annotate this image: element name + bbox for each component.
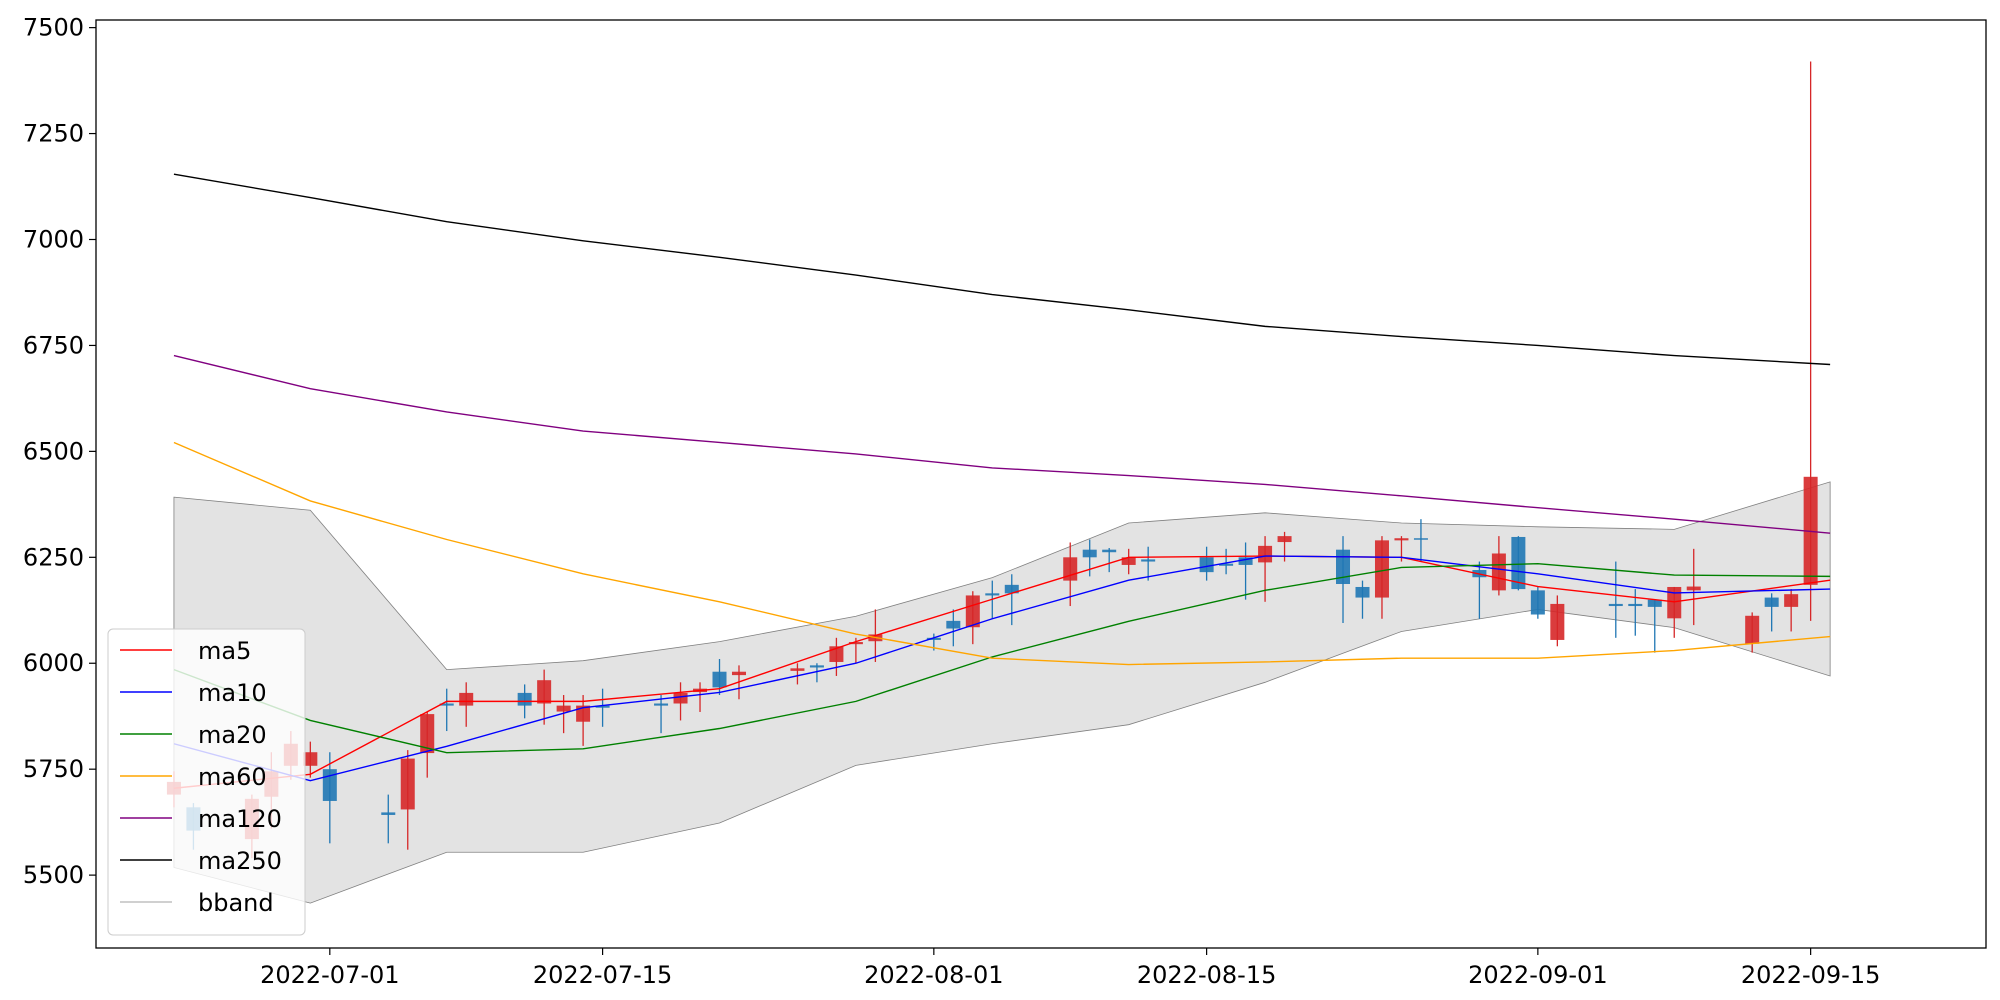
plot-area bbox=[166, 61, 1831, 904]
ma-line bbox=[173, 173, 1831, 366]
candle-body bbox=[1628, 603, 1643, 607]
legend-label: ma20 bbox=[198, 721, 267, 749]
candle-body bbox=[537, 680, 552, 704]
y-tick-label: 6500 bbox=[23, 437, 84, 465]
candle-body bbox=[439, 703, 454, 706]
y-tick-label: 5500 bbox=[23, 861, 84, 889]
candle-body bbox=[1374, 540, 1389, 598]
candle-body bbox=[848, 642, 863, 645]
candle-body bbox=[1082, 549, 1097, 558]
legend-label: bband bbox=[198, 889, 274, 917]
candle-body bbox=[1491, 553, 1506, 591]
candle-body bbox=[517, 692, 532, 706]
y-tick-label: 6250 bbox=[23, 543, 84, 571]
candle-body bbox=[1511, 536, 1526, 590]
candle-body bbox=[1102, 549, 1117, 553]
x-tick-label: 2022-09-01 bbox=[1468, 961, 1607, 989]
candle-body bbox=[1530, 590, 1545, 615]
legend-label: ma10 bbox=[198, 679, 267, 707]
candle-body bbox=[673, 692, 688, 704]
candle-body bbox=[1394, 538, 1409, 541]
ma-line bbox=[173, 555, 1831, 782]
candle-body bbox=[1413, 538, 1428, 540]
legend: ma5 ma10 ma20 ma60 ma120 ma250 bband bbox=[107, 628, 306, 936]
y-tick-label: 7500 bbox=[23, 14, 84, 42]
legend-label: ma60 bbox=[198, 763, 267, 791]
candle-body bbox=[1336, 549, 1351, 585]
candle-body bbox=[654, 703, 669, 706]
y-tick-label: 6750 bbox=[23, 331, 84, 359]
legend-box bbox=[107, 628, 306, 936]
candle-body bbox=[1550, 603, 1565, 640]
legend-label: ma250 bbox=[198, 847, 282, 875]
x-tick-label: 2022-08-15 bbox=[1137, 961, 1276, 989]
bollinger-band bbox=[173, 481, 1831, 904]
candle-body bbox=[1141, 559, 1156, 562]
candle-body bbox=[1784, 594, 1799, 607]
candle-body bbox=[1199, 557, 1214, 573]
candle-body bbox=[790, 668, 805, 671]
candle-body bbox=[1258, 545, 1273, 563]
candle-body bbox=[1686, 586, 1701, 591]
x-tick-label: 2022-07-01 bbox=[260, 961, 399, 989]
ma-line bbox=[173, 555, 1831, 789]
candle-body bbox=[946, 620, 961, 629]
x-tick-label: 2022-08-01 bbox=[864, 961, 1003, 989]
y-tick-label: 7000 bbox=[23, 225, 84, 253]
candle-body bbox=[1764, 597, 1779, 607]
candle-body bbox=[459, 692, 474, 706]
candle-body bbox=[303, 752, 318, 766]
ma-line bbox=[173, 354, 1831, 534]
legend-label: ma5 bbox=[198, 637, 251, 665]
candle-body bbox=[965, 595, 980, 628]
legend-label: ma120 bbox=[198, 805, 282, 833]
y-tick-label: 7250 bbox=[23, 120, 84, 148]
candle-body bbox=[420, 714, 435, 754]
candle-body bbox=[556, 705, 571, 712]
candle-body bbox=[576, 705, 591, 722]
candle-body bbox=[1647, 599, 1662, 607]
y-tick-label: 5750 bbox=[23, 755, 84, 783]
candle-body bbox=[595, 705, 610, 708]
candle-body bbox=[731, 671, 746, 676]
x-tick-label: 2022-07-15 bbox=[533, 961, 672, 989]
candle-body bbox=[1745, 615, 1760, 644]
candle-body bbox=[1121, 557, 1136, 565]
candle-body bbox=[1004, 584, 1019, 594]
candle-body bbox=[400, 758, 415, 810]
candle-body bbox=[1608, 603, 1623, 607]
candle-body bbox=[712, 671, 727, 688]
y-tick-label: 6000 bbox=[23, 649, 84, 677]
candle-body bbox=[985, 593, 1000, 596]
candle-body bbox=[1238, 557, 1253, 565]
candle-body bbox=[926, 637, 941, 640]
candle-body bbox=[381, 812, 396, 815]
ma-line bbox=[173, 562, 1831, 754]
candle-body bbox=[1219, 563, 1234, 566]
candle-body bbox=[1277, 536, 1292, 543]
candle-body bbox=[1355, 586, 1370, 598]
candle-body bbox=[1667, 586, 1682, 619]
x-tick-label: 2022-09-15 bbox=[1741, 961, 1880, 989]
candle-body bbox=[809, 665, 824, 668]
ma-line bbox=[173, 441, 1831, 666]
axes-frame bbox=[95, 19, 1987, 949]
